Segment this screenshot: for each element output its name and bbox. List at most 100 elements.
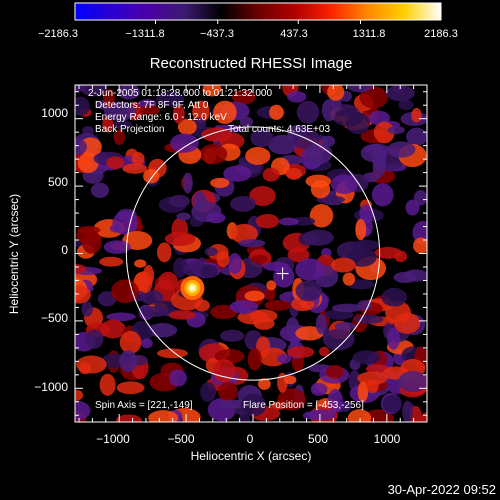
image-blob <box>295 258 325 281</box>
image-blob <box>230 223 258 244</box>
image-blob <box>81 230 102 254</box>
image-blob <box>202 85 222 97</box>
image-blob <box>81 301 93 317</box>
image-blob <box>278 217 299 226</box>
image-blob <box>131 151 145 166</box>
image-blob <box>393 271 418 284</box>
image-blob <box>357 300 372 311</box>
image-blob <box>355 218 367 241</box>
image-blob <box>219 399 248 409</box>
image-blob <box>103 240 131 254</box>
image-blob <box>200 382 217 403</box>
image-blob <box>238 239 266 248</box>
image-blob <box>239 116 254 128</box>
image-blob <box>310 382 328 396</box>
image-panel <box>75 85 427 422</box>
image-blob <box>230 195 256 212</box>
image-blob <box>287 346 315 358</box>
image-blob <box>267 134 298 155</box>
image-blob <box>351 239 381 251</box>
image-blob <box>176 212 191 221</box>
image-blob <box>269 104 284 120</box>
image-blob <box>387 125 405 135</box>
image-blob <box>102 115 114 133</box>
image-blob <box>381 287 408 307</box>
image-blob <box>305 143 333 165</box>
image-blob <box>168 194 191 208</box>
image-blob <box>213 100 237 124</box>
image-blob <box>310 180 331 199</box>
image-blob <box>76 355 107 374</box>
image-blob <box>199 144 228 165</box>
image-blob <box>119 330 142 354</box>
image-blob <box>244 290 265 302</box>
method: Back Projection <box>95 124 164 135</box>
colorbar: −2186.3 −1311.8 −437.3 437.3 1311.8 2186… <box>38 2 458 40</box>
image-blob <box>172 105 185 124</box>
colorbar-tick-label: 437.3 <box>280 28 308 40</box>
image-blob <box>402 400 413 422</box>
image-blob <box>115 414 142 422</box>
image-blob <box>334 321 356 331</box>
image-blob <box>264 286 276 301</box>
image-blob <box>352 350 381 365</box>
image-blob <box>201 127 233 142</box>
image-blob <box>327 388 343 413</box>
image-blob <box>354 314 384 324</box>
axis-ticks <box>75 85 428 422</box>
x-tick-label: 500 <box>308 432 328 446</box>
image-blob <box>295 280 323 302</box>
image-blob <box>322 328 355 351</box>
spin-axis-text: Spin Axis = [221,-149] <box>95 400 193 411</box>
image-blob <box>100 319 126 339</box>
x-tick-label: −1000 <box>96 432 130 446</box>
image-blob <box>164 231 196 247</box>
image-blob <box>177 118 197 135</box>
image-blob <box>251 254 268 264</box>
image-blob <box>325 364 344 379</box>
image-blob <box>139 105 161 115</box>
image-blob <box>182 172 193 194</box>
image-blob <box>398 371 427 393</box>
image-blob <box>398 99 414 111</box>
image-blob <box>111 279 139 304</box>
y-axis-label: Heliocentric Y (arcsec) <box>7 194 21 314</box>
image-blob <box>210 177 230 188</box>
y-tick-label: 1000 <box>41 106 68 120</box>
image-blob <box>212 359 236 383</box>
image-blob <box>307 409 337 421</box>
image-blob <box>309 204 334 228</box>
image-blob <box>216 251 230 268</box>
image-blob <box>156 242 172 263</box>
image-blob <box>157 348 188 359</box>
image-blob <box>106 156 125 170</box>
colorbar-tick-label: 1311.8 <box>353 28 386 40</box>
image-blob <box>117 85 141 100</box>
image-blob <box>75 138 87 155</box>
image-blob <box>373 121 395 144</box>
image-blob <box>374 247 402 259</box>
image-blob <box>333 108 364 127</box>
image-blob <box>75 400 91 421</box>
x-tick-label: −500 <box>167 432 194 446</box>
image-blob <box>247 347 262 371</box>
image-blob <box>319 346 330 357</box>
image-blob <box>405 199 420 216</box>
image-blob <box>232 89 256 105</box>
plot-title: Reconstructed RHESSI Image <box>150 55 353 72</box>
image-blob <box>286 167 303 180</box>
image-blob <box>156 91 185 107</box>
image-blob <box>287 247 310 263</box>
image-blob <box>359 86 389 109</box>
image-blob <box>113 129 125 145</box>
image-blob <box>170 133 199 153</box>
image-blob <box>342 272 356 286</box>
image-blob <box>371 183 394 207</box>
image-blob <box>223 165 252 182</box>
image-blob <box>168 310 196 320</box>
y-tick-label: −500 <box>41 311 68 325</box>
image-blob <box>387 141 416 158</box>
colorbar-tick-label: −1311.8 <box>125 28 164 40</box>
total-counts: Total counts: 4.63E+03 <box>228 124 330 135</box>
detectors: Detectors: 7F 8F 9F, Att 0 <box>95 100 209 111</box>
